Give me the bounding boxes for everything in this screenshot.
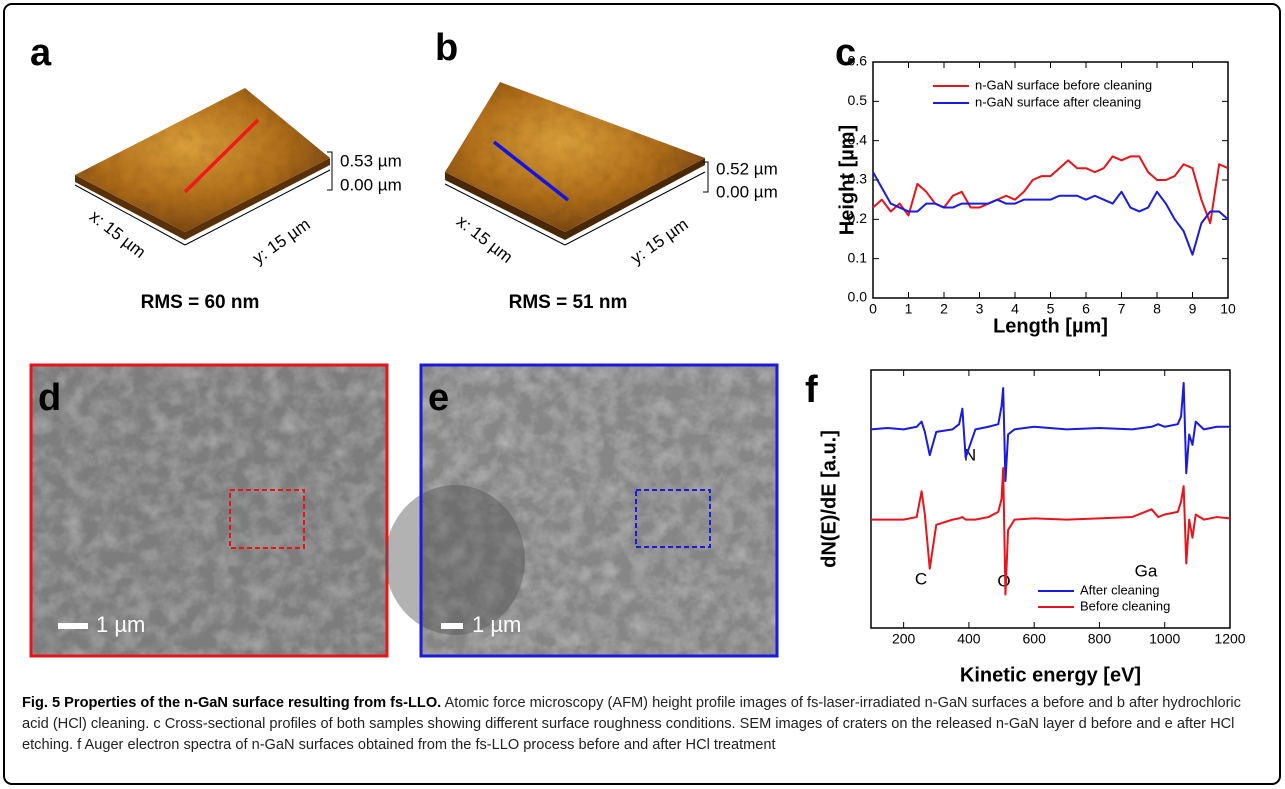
- x-size: x: 15 µm: [453, 212, 516, 267]
- y-tick-label: 0.5: [848, 92, 868, 108]
- x-tick-label: 1: [905, 301, 913, 317]
- scale-label: 1 µm: [472, 612, 521, 637]
- scale-label: 1 µm: [96, 612, 145, 637]
- panel-label: d: [38, 377, 61, 419]
- panel-label: b: [435, 27, 458, 69]
- x-tick-label: 0: [869, 301, 877, 317]
- z-min: 0.00 µm: [716, 182, 778, 201]
- series-line: [873, 156, 1228, 223]
- x-axis-title: Kinetic energy [eV]: [960, 664, 1141, 686]
- afm-image: [445, 82, 705, 232]
- y-tick-label: 0.6: [848, 53, 868, 69]
- x-tick-label: 400: [957, 631, 981, 647]
- caption: Fig. 5 Properties of the n-GaN surface r…: [22, 693, 1267, 756]
- plot-frame: [871, 370, 1230, 628]
- x-tick-label: 3: [976, 301, 984, 317]
- z-max: 0.52 µm: [716, 159, 778, 178]
- x-tick-label: 7: [1118, 301, 1126, 317]
- y-tick-label: 0.0: [848, 289, 868, 305]
- rms: RMS = 60 nm: [141, 292, 260, 313]
- y-axis-title: dN(E)/dE [a.u.]: [818, 430, 840, 568]
- afm-image: [75, 88, 330, 232]
- annotation: Ga: [1135, 561, 1158, 580]
- annotation: O: [997, 571, 1010, 590]
- sem-image: [31, 365, 387, 656]
- x-tick-label: 1200: [1214, 631, 1245, 647]
- x-tick-label: 1000: [1149, 631, 1180, 647]
- caption-title: Fig. 5 Properties of the n-GaN surface r…: [22, 695, 441, 711]
- z-bracket: [703, 162, 708, 192]
- legend-label: n-GaN surface before cleaning: [975, 77, 1152, 92]
- x-axis-title: Length [µm]: [993, 315, 1108, 337]
- figure: a 0.53 µm 0.00 µm x: 15 µm y: 15 µm RMS …: [0, 0, 1285, 789]
- y-size: y: 15 µm: [249, 215, 314, 268]
- panel-label: e: [428, 377, 449, 419]
- x-tick-label: 600: [1023, 631, 1047, 647]
- z-min: 0.00 µm: [340, 175, 402, 194]
- legend-label: Before cleaning: [1080, 598, 1170, 613]
- panel-label: f: [805, 369, 818, 411]
- y-axis-title: Height [µm]: [836, 125, 858, 235]
- y-tick-label: 0.1: [848, 249, 868, 265]
- x-tick-label: 200: [892, 631, 916, 647]
- x-tick-label: 10: [1220, 301, 1236, 317]
- x-tick-label: 8: [1153, 301, 1161, 317]
- series-line: [873, 172, 1228, 255]
- x-tick-label: 9: [1189, 301, 1197, 317]
- scale-bar: [58, 623, 88, 629]
- series-line: [871, 383, 1230, 481]
- y-size: y: 15 µm: [627, 215, 692, 268]
- legend-label: n-GaN surface after cleaning: [975, 94, 1141, 109]
- page: a 0.53 µm 0.00 µm x: 15 µm y: 15 µm RMS …: [0, 0, 1285, 789]
- scale-bar: [441, 623, 463, 629]
- x-tick-label: 800: [1088, 631, 1112, 647]
- annotation: C: [915, 569, 927, 588]
- z-max: 0.53 µm: [340, 151, 402, 170]
- panel-label: a: [30, 32, 52, 74]
- rms: RMS = 51 nm: [509, 292, 628, 313]
- x-tick-label: 2: [940, 301, 948, 317]
- legend-label: After cleaning: [1080, 582, 1160, 597]
